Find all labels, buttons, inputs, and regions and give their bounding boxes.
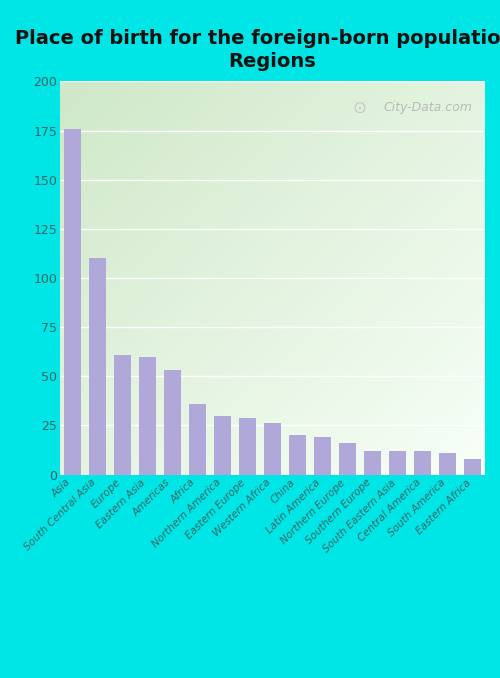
Bar [440,453,456,475]
Bar [340,443,355,475]
Bar [264,424,280,475]
Bar [364,451,380,475]
Bar [140,357,156,475]
Bar [290,435,306,475]
Text: City-Data.com: City-Data.com [384,101,472,114]
Title: Place of birth for the foreign-born population -
Regions: Place of birth for the foreign-born popu… [16,29,500,71]
Bar [214,416,230,475]
Bar [390,451,406,475]
Bar [114,355,130,475]
Text: ⊙: ⊙ [352,99,366,117]
Bar [90,258,106,475]
Bar [64,129,80,475]
Bar [164,370,180,475]
Bar [314,437,330,475]
Bar [464,459,480,475]
Bar [414,451,430,475]
Bar [240,418,256,475]
Bar [190,404,206,475]
